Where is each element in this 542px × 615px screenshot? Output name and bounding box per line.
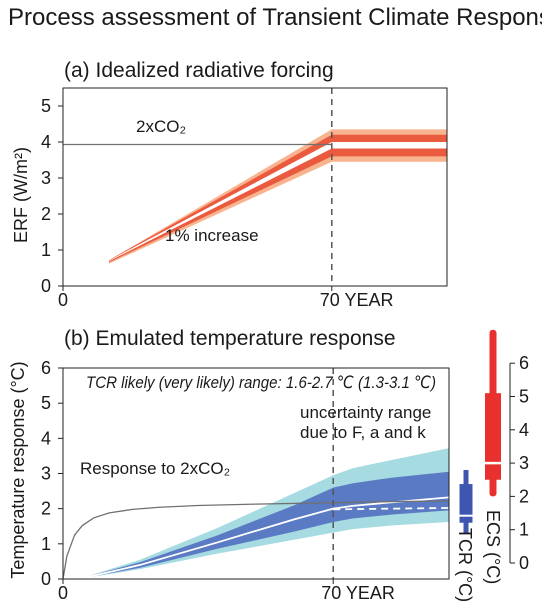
tcr-range-annotation: TCR likely (very likely) range: 1.6-2.7 …	[86, 373, 436, 392]
ecs-tick-label: 6	[519, 353, 529, 373]
y-tick-label: 0	[41, 276, 51, 296]
ecs-axis-ticks: 0 1 2 3 4 5 6	[509, 353, 529, 573]
panel-b-temperature: (b) Emulated temperature response 0 1 2 3 4 5…	[8, 327, 529, 603]
y-tick-label: 0	[41, 569, 51, 589]
panel-a-y-ticks: 0 1 2 3 4 5	[41, 96, 63, 296]
x-tick-label: 0	[58, 583, 68, 603]
x-tick-label: 70 YEAR	[321, 583, 395, 603]
emulated-dashed-line	[333, 507, 450, 511]
ecs-tick-label: 0	[519, 553, 529, 573]
ecs-axis-label: ECS (°C)	[483, 510, 503, 584]
panel-b-x-ticks: 0 70 YEAR	[58, 579, 395, 603]
ecs-tick-label: 2	[519, 486, 529, 506]
tcr-axis-label: TCR (°C)	[455, 528, 475, 602]
figure-title: Process assessment of Transient Climate …	[8, 4, 542, 31]
ramp-label: 1% increase	[165, 226, 259, 245]
temperature-very-likely-band	[90, 448, 450, 578]
ecs-tick-label: 5	[519, 387, 529, 407]
panel-b-y-ticks: 0 1 2 3 4 5 6	[41, 358, 63, 589]
panel-b-plot-area	[62, 367, 450, 580]
ecs-tick-label: 1	[519, 520, 529, 540]
forcing-band-inner	[109, 134, 447, 263]
panel-a-frame	[62, 87, 448, 287]
y-tick-label: 2	[41, 204, 51, 224]
y-tick-label: 6	[41, 358, 51, 378]
panel-a-forcing: (a) Idealized radiative forcing 0 1 2 3 4 5 0…	[11, 59, 448, 310]
y-tick-label: 1	[41, 534, 51, 554]
x-tick-label: 70 YEAR	[320, 290, 394, 310]
y-tick-label: 3	[41, 464, 51, 484]
temperature-likely-band	[90, 471, 450, 577]
panel-a-x-ticks: 0 70 YEAR	[58, 286, 394, 310]
uncertainty-label-line-1: uncertainty range	[300, 403, 431, 422]
y-tick-label: 1	[41, 240, 51, 260]
y-tick-label: 4	[41, 428, 51, 448]
panel-a-title: (a) Idealized radiative forcing	[64, 59, 334, 82]
panel-b-title: (b) Emulated temperature response	[64, 327, 396, 350]
y-tick-label: 4	[41, 132, 51, 152]
uncertainty-label-line-2: due to F, a and k	[300, 423, 426, 442]
ecs-tick-label: 4	[519, 420, 529, 440]
ecs-tick-label: 3	[519, 453, 529, 473]
y-tick-label: 3	[41, 168, 51, 188]
y-tick-label: 5	[41, 393, 51, 413]
co2-doubling-label: 2xCO₂	[136, 117, 186, 136]
y-tick-label: 2	[41, 499, 51, 519]
panel-b-y-axis-label: Temperature response (°C)	[8, 361, 28, 578]
co2-response-label: Response to 2xCO₂	[80, 459, 230, 478]
panel-b-range-bars	[459, 329, 501, 534]
ecs-likely-bar	[485, 393, 501, 480]
y-tick-label: 5	[41, 96, 51, 116]
tcr-likely-bar	[459, 484, 473, 523]
panel-a-plot-area	[62, 87, 448, 287]
x-tick-label: 0	[58, 290, 68, 310]
emulated-central-line	[89, 496, 450, 578]
panel-a-y-axis-label: ERF (W/m²)	[11, 147, 31, 243]
